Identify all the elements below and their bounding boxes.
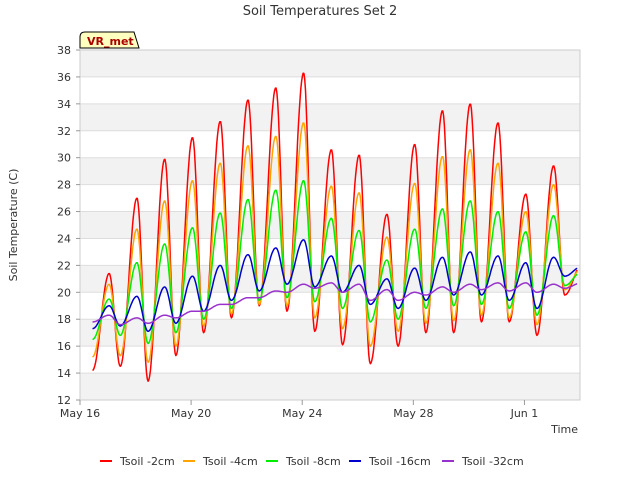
y-tick-label: 26 [57, 206, 71, 219]
x-tick-label: Jun 1 [510, 407, 539, 420]
grid-band [80, 103, 580, 131]
x-axis-label: Time [550, 423, 578, 436]
y-tick-label: 24 [57, 232, 71, 245]
legend-item: Tsoil -32cm [442, 455, 524, 468]
grid-band [80, 211, 580, 239]
y-tick-label: 32 [57, 125, 71, 138]
legend-label: Tsoil -8cm [285, 455, 341, 468]
grid-band [80, 50, 580, 77]
y-axis: 12 14 16 18 20 22 24 26 28 30 32 34 36 38 [57, 44, 80, 407]
series-line-tsoil-4cm [92, 122, 578, 364]
grid-band [80, 157, 580, 185]
y-tick-label: 14 [57, 367, 71, 380]
legend-item: Tsoil -8cm [266, 455, 341, 468]
y-tick-label: 22 [57, 259, 71, 272]
series-line-tsoil-16cm [92, 239, 578, 333]
station-badge: VR_met [79, 31, 140, 49]
y-tick-label: 30 [57, 152, 71, 165]
y-tick-label: 20 [57, 286, 71, 299]
x-tick-label: May 28 [393, 407, 433, 420]
chart-title: Soil Temperatures Set 2 [243, 4, 398, 19]
legend-label: Tsoil -4cm [202, 455, 258, 468]
plot-frame [79, 49, 581, 401]
station-badge-text: VR_met [87, 35, 134, 48]
x-tick-label: May 16 [60, 407, 100, 420]
grid-band [80, 373, 580, 400]
plot-background [80, 49, 580, 401]
x-axis: May 16 May 20 May 24 May 28 Jun 1 [60, 400, 538, 420]
y-tick-label: 18 [57, 313, 71, 326]
y-tick-label: 28 [57, 179, 71, 192]
legend-item: Tsoil -2cm [100, 455, 175, 468]
legend-label: Tsoil -2cm [119, 455, 175, 468]
legend-label: Tsoil -32cm [461, 455, 524, 468]
legend-item: Tsoil -4cm [183, 455, 258, 468]
y-tick-label: 38 [57, 44, 71, 57]
y-tick-label: 34 [57, 98, 71, 111]
legend-label: Tsoil -16cm [368, 455, 431, 468]
series-lines [92, 72, 578, 382]
grid-band [80, 319, 580, 347]
series-line-tsoil-32cm [92, 282, 578, 326]
x-tick-label: May 24 [282, 407, 322, 420]
y-tick-label: 16 [57, 340, 71, 353]
y-axis-label: Soil Temperature (C) [7, 169, 20, 282]
y-tick-label: 36 [57, 71, 71, 84]
legend-item: Tsoil -16cm [349, 455, 431, 468]
legend: Tsoil -2cm Tsoil -4cm Tsoil -8cm Tsoil -16c… [100, 455, 524, 468]
x-tick-label: May 20 [171, 407, 211, 420]
station-badge-box [79, 31, 140, 49]
series-line-tsoil-8cm [92, 180, 578, 345]
y-tick-label: 12 [57, 394, 71, 407]
